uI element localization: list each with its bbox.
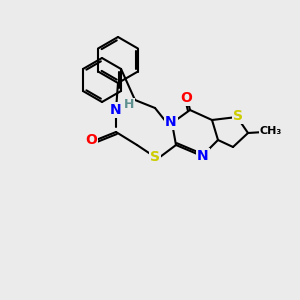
Text: O: O — [180, 91, 192, 105]
Text: S: S — [150, 150, 160, 164]
Text: N: N — [165, 115, 177, 129]
Text: O: O — [85, 133, 97, 147]
Text: N: N — [110, 103, 122, 117]
Text: H: H — [124, 98, 134, 112]
Text: S: S — [233, 109, 243, 123]
Text: N: N — [197, 149, 209, 163]
Text: CH₃: CH₃ — [260, 126, 282, 136]
